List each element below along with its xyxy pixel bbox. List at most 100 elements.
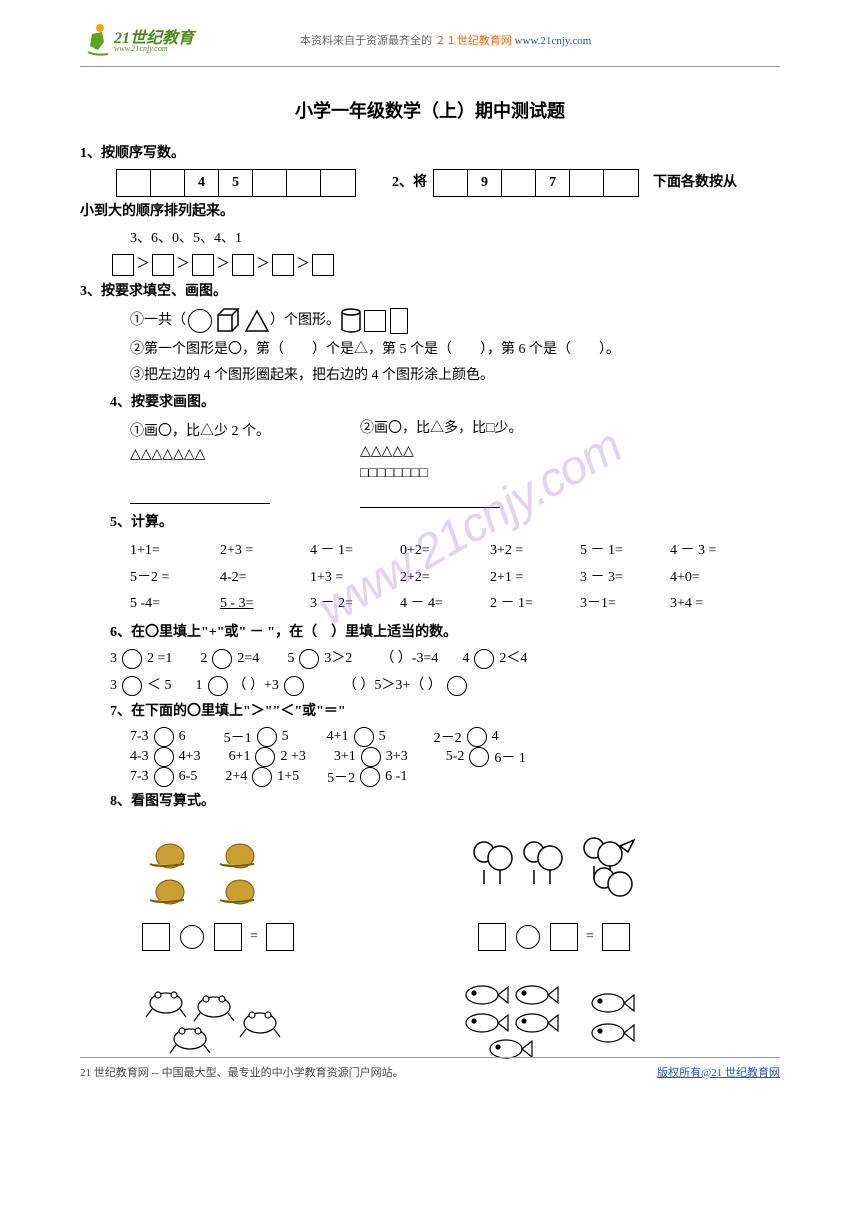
eq-box [142,923,170,951]
op-circle [122,676,142,696]
q7-text: 2+4 [225,769,247,785]
q3-line1a: ①一共（ [130,310,186,332]
footer-right: 版权所有@21 世纪教育网 [657,1064,780,1080]
q7-text: 5 [379,729,386,745]
note-prefix: 本资料来自于资源最齐全的 [300,35,432,47]
q2-nums: 3、6、0、5、4、1 [80,228,780,250]
q7-text: 6 -1 [385,769,407,785]
q2-line2: 小到大的顺序排列起来。 [80,201,780,223]
q4-col1a: ①画〇，比△少 2 个。 [130,421,360,443]
cmp-circle [361,747,381,767]
cylinder-icon [340,307,362,335]
footer-left: 21 世纪教育网 -- 中国最大型、最专业的中小学教育资源门户网站。 [80,1064,404,1080]
q5-cell: 2+2= [400,565,490,592]
blank-line [130,490,270,504]
snails-pic [140,830,340,915]
q5-cell: 2 － 1= [490,591,580,618]
order-box [152,254,174,276]
q6-text: 3 [110,675,117,697]
q1-label: 1、按顺序写数。 [80,143,780,165]
eq-op [180,925,204,949]
q5-cell: 0+2= [400,538,490,565]
equals-sign: = [250,929,258,945]
q7-text: 1+5 [277,769,299,785]
runner-icon [80,20,114,60]
q8-eq-row1: = = [80,923,780,951]
q6-text: 3＞2 [324,648,352,670]
frogs-icon [140,977,310,1067]
q7-text: 4 [492,729,499,745]
q7-text: 6－ 1 [494,747,526,767]
fish-icon [460,977,670,1067]
birds-icon [460,830,660,910]
q6-text: 2＜4 [499,648,527,670]
op-circle [447,676,467,696]
seq2-cell [434,170,468,196]
eq-box [550,923,578,951]
header-note: 本资料来自于资源最齐全的 ２１世纪教育网 www.21cnjy.com [300,32,591,48]
q7-text: 7-3 [130,729,149,745]
q5-cell: 3 － 2= [310,591,400,618]
equals-sign: = [586,929,594,945]
logo: 21世纪教育 www.21cnjy.com [80,20,200,60]
q6-text: 5 [287,648,294,670]
q4-col1b: △△△△△△△ [130,444,360,466]
q6-text: 2 [200,648,207,670]
q3-line3: ③把左边的 4 个图形圈起来，把右边的 4 个图形涂上颜色。 [80,365,780,387]
birds-pic [460,830,660,915]
q5-cell: 3－1= [580,591,670,618]
square-shape [364,310,386,332]
q5-cell: 1+3 = [310,565,400,592]
q7-text: 6+1 [229,749,251,765]
q3-label: 3、按要求填空、画图。 [80,281,780,303]
q6-text: （ ）5＞3+（ ） [343,675,442,697]
q7-text: 3+3 [386,749,408,765]
cmp-circle [467,727,487,747]
q5-cell: 5 － 1= [580,538,670,565]
seq2-cell: 9 [468,170,502,196]
q5-cell: 2+1 = [490,565,580,592]
cmp-circle [360,767,380,787]
q4-col2c: □□□□□□□□ [360,463,522,485]
blank-line [360,494,500,508]
page-title: 小学一年级数学（上）期中测试题 [80,97,780,123]
order-box [192,254,214,276]
q7-text: 5－2 [327,767,355,787]
q7-text: 2－2 [434,727,462,747]
q6-label: 6、在〇里填上"+"或" － "，在（ ）里填上适当的数。 [80,622,780,644]
q5-label: 5、计算。 [80,512,780,534]
q4-row: ①画〇，比△少 2 个。 △△△△△△△ ②画〇，比△多，比□少。 △△△△△ … [80,418,780,508]
triangle-icon [244,308,270,334]
q3-shapes: ①一共（ ）个图形。 [80,307,780,335]
q3-line2: ②第一个图形是〇，第（ ）个是△，第 5 个是（ ），第 6 个是（ ）。 [80,339,780,361]
q5-grid: 1+1= 2+3 = 4 － 1= 0+2= 3+2 = 5 － 1= 4 － … [80,538,780,618]
q5-cell: 3 － 3= [580,565,670,592]
q7-text: 3+1 [334,749,356,765]
op-circle [284,676,304,696]
cmp-circle [469,747,489,767]
snails-icon [140,830,300,910]
q7-text: 5-2 [446,749,465,765]
q5-cell: 4 － 1= [310,538,400,565]
order-box [112,254,134,276]
q7-text: 5－1 [224,727,252,747]
q7-text: 4+3 [179,749,201,765]
cmp-circle [255,747,275,767]
eq-box [602,923,630,951]
op-circle [208,676,228,696]
q2-order-boxes: ＞ ＞ ＞ ＞ ＞ [80,254,780,276]
q7-text: 7-3 [130,769,149,785]
q7-text: 6 [179,729,186,745]
q6-text: 3 [110,648,117,670]
page-footer: 21 世纪教育网 -- 中国最大型、最专业的中小学教育资源门户网站。 版权所有@… [80,1057,780,1080]
q4-label: 4、按要求画图。 [80,392,780,414]
q4-col2b: △△△△△ [360,441,522,463]
q6-text: （ ）-3=4 [380,648,438,670]
seq1-cell [117,170,151,196]
q6-text: ＜ 5 [147,675,172,697]
q5-cell: 4 － 3 = [670,538,760,565]
q5-cell: 4 － 4= [400,591,490,618]
seq2-cell [570,170,604,196]
op-circle [474,649,494,669]
seq2-cell [502,170,536,196]
